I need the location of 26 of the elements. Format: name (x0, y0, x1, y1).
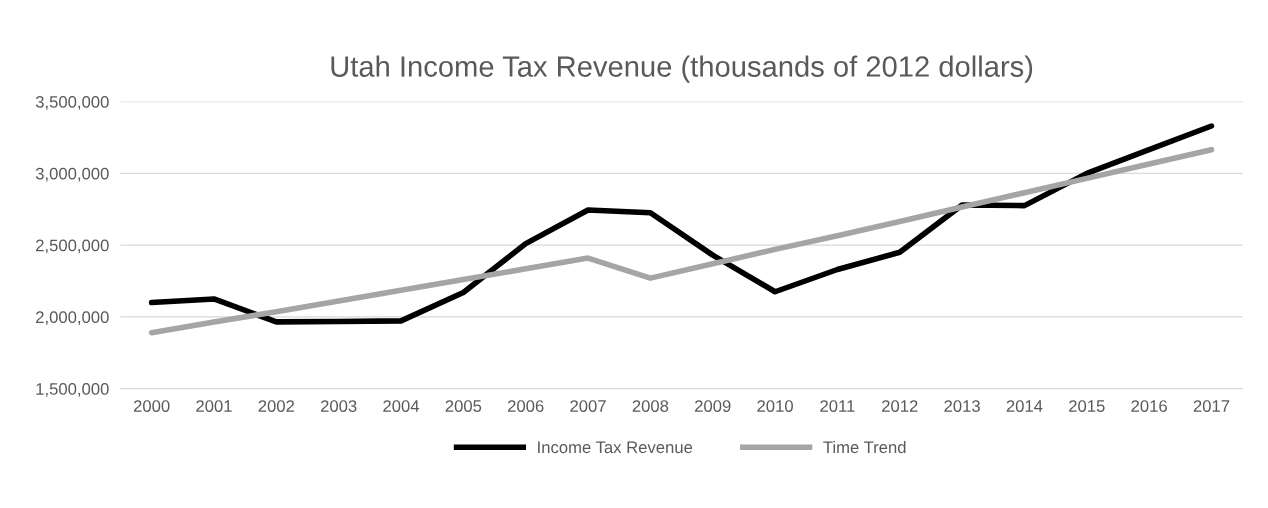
x-tick-label: 2006 (507, 400, 544, 412)
chart-title: Utah Income Tax Revenue (thousands of 2012 dollars) (331, 55, 1033, 83)
x-tick-label: 2008 (632, 400, 669, 412)
legend-label: Income Tax Revenue (538, 441, 693, 454)
x-tick-label: 2011 (820, 400, 855, 412)
x-tick-label: 2013 (944, 400, 980, 412)
x-tick-label: 2004 (383, 400, 420, 412)
x-tick-label: 2001 (196, 400, 232, 412)
y-tick-label: 3,500,000 (35, 96, 109, 110)
x-tick-label: 2009 (695, 400, 731, 412)
x-tick-label: 2017 (1193, 400, 1230, 412)
y-tick-label: 1,500,000 (36, 383, 109, 397)
y-tick-label: 3,000,000 (35, 167, 109, 182)
legend-label: Time Trend (823, 440, 906, 454)
x-tick-label: 2012 (882, 400, 918, 412)
x-tick-label: 2014 (1006, 400, 1043, 412)
x-tick-label: 2016 (1131, 400, 1167, 412)
x-tick-label: 2002 (258, 400, 295, 412)
x-tick-label: 2010 (757, 400, 793, 412)
x-tick-label: 2007 (570, 400, 606, 412)
x-tick-label: 2015 (1069, 400, 1105, 412)
x-tick-label: 2005 (445, 400, 482, 412)
y-tick-label: 2,500,000 (36, 239, 109, 254)
x-tick-label: 2003 (320, 400, 357, 412)
x-tick-label: 2000 (133, 400, 170, 412)
y-tick-label: 2,000,000 (36, 311, 109, 326)
